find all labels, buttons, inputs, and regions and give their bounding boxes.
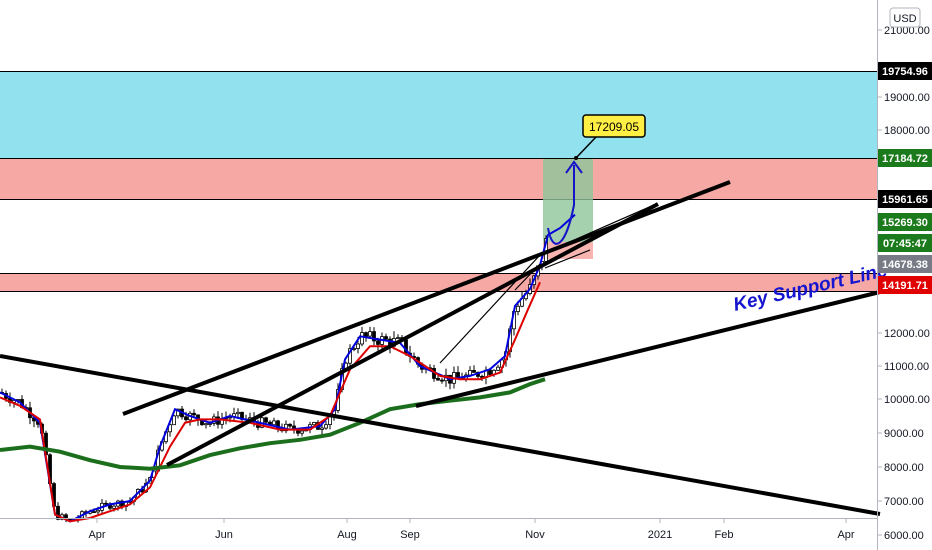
price-tick-label: 11000.00 (884, 361, 929, 373)
candle-body (56, 505, 60, 520)
price-badge-black (878, 190, 932, 208)
candle-body (456, 372, 460, 378)
candle-body (324, 424, 328, 429)
target-callout-pointer (575, 136, 597, 159)
candle-body (488, 369, 492, 375)
candle-body (440, 379, 444, 382)
currency-button[interactable]: USD (889, 7, 921, 28)
time-tick-label: 2021 (648, 529, 672, 541)
candle-body (264, 417, 268, 423)
price-tick-label: 10000.00 (884, 394, 930, 406)
zone-cyan (0, 71, 877, 158)
price-tick-label: 18000.00 (884, 125, 930, 137)
candle-body (168, 424, 172, 433)
price-badge-black (878, 62, 932, 80)
price-badge-green (878, 149, 932, 167)
candle-body (112, 505, 116, 509)
thin-channel-lower[interactable] (539, 203, 657, 256)
price-badge-text: 17184.72 (882, 153, 928, 165)
price-tick-label: 19000.00 (884, 92, 930, 104)
candle-body (184, 416, 188, 421)
candle-body (176, 408, 180, 417)
candle-body (204, 423, 208, 426)
price-badge-gray (878, 255, 932, 273)
candle-body (172, 415, 176, 426)
time-tick-label: Sep (400, 529, 420, 541)
price-badge-text: 15961.65 (882, 194, 928, 206)
zone-lower-red (0, 273, 877, 291)
price-axis[interactable]: 21000.00 19000.00 18000.00 12000.00 11000.00… (877, 25, 930, 542)
trend-lines[interactable] (0, 180, 881, 516)
candle-body (360, 332, 364, 345)
target-callout-dot (574, 156, 578, 160)
candle-body (468, 369, 472, 376)
moving-averages (0, 213, 576, 523)
candle-body (104, 502, 108, 505)
price-badge-text: 15269.30 (882, 217, 928, 229)
price-badges: 19754.96 17184.72 15961.65 15269.30 07:45:47… (878, 62, 932, 294)
currency-label: USD (893, 13, 916, 25)
candle-body (192, 412, 196, 416)
candle-body (236, 411, 240, 415)
candle-body (276, 420, 280, 429)
candle-body (96, 509, 100, 513)
price-tick-label: 6000.00 (884, 530, 924, 542)
candle-body (356, 343, 360, 349)
candle-body (372, 331, 376, 342)
price-badge-text: 19754.96 (882, 66, 928, 78)
thin-channel-lower-3[interactable] (544, 249, 591, 269)
candle-body (516, 305, 520, 312)
price-tick-label: 8000.00 (884, 462, 924, 474)
target-callout-text: 17209.05 (589, 120, 639, 134)
price-tick-label: 7000.00 (884, 496, 924, 508)
candle-body (364, 332, 368, 337)
time-tick-label: Nov (525, 529, 545, 541)
candle-body (396, 337, 400, 340)
candle-body (272, 420, 276, 426)
candle-body (288, 423, 292, 427)
time-tick-label: Apr (837, 529, 854, 541)
candle-body (376, 340, 380, 345)
time-tick-label: Aug (337, 529, 357, 541)
time-tick-label: Apr (88, 529, 105, 541)
candle-body (384, 336, 388, 340)
price-tick-label: 12000.00 (884, 328, 930, 340)
price-badge-green (878, 234, 932, 252)
price-tick-label: 9000.00 (884, 428, 924, 440)
price-badge-text: 14678.38 (882, 259, 928, 271)
candle-body (312, 422, 316, 426)
ema-mid-line (0, 281, 541, 523)
price-tick-label: 21000.00 (884, 25, 930, 37)
thin-channel-upper[interactable] (439, 254, 541, 364)
descending-trendline[interactable] (0, 354, 881, 516)
candle-body (496, 366, 500, 371)
candle-body (320, 427, 324, 430)
key-support-trendline[interactable] (415, 290, 881, 408)
price-zones (0, 71, 877, 292)
target-callout-box (582, 114, 646, 138)
time-tick-label: Jun (215, 529, 233, 541)
ema-slow-line (0, 377, 546, 471)
projection-arrowhead-icon (565, 160, 583, 174)
price-badge-red (878, 276, 932, 294)
candle-body (348, 348, 352, 364)
candle-body (472, 369, 476, 373)
target-callout[interactable]: 17209.05 (574, 114, 646, 160)
channel-lower-trendline[interactable] (166, 202, 659, 467)
candle-body (436, 377, 440, 381)
price-badge-text: 14191.71 (882, 280, 928, 292)
time-tick-label: Feb (715, 529, 734, 541)
candle-body (92, 511, 96, 514)
candle-body (300, 430, 304, 434)
candle-body (368, 331, 372, 337)
time-axis[interactable]: Apr Jun Aug Sep Nov 2021 Feb Apr (88, 518, 855, 541)
projection-path (547, 165, 575, 245)
price-badge-text: 07:45:47 (883, 238, 927, 250)
candle-body (480, 375, 484, 378)
thin-channel-lower-2[interactable] (514, 263, 541, 291)
projection-arrow[interactable] (547, 160, 583, 245)
price-badge-green (878, 213, 932, 231)
zone-upper-red (0, 158, 877, 199)
